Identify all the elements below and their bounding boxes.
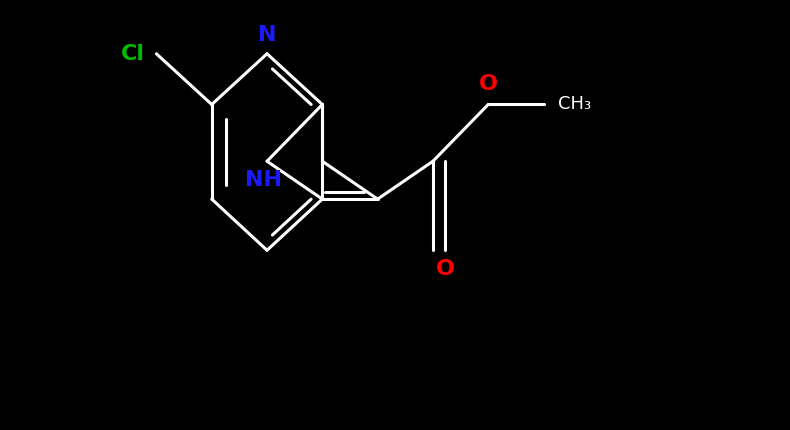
Text: CH₃: CH₃ bbox=[558, 95, 591, 114]
Text: NH: NH bbox=[245, 170, 281, 190]
Text: Cl: Cl bbox=[121, 44, 145, 64]
Text: O: O bbox=[479, 74, 498, 94]
Text: N: N bbox=[258, 25, 276, 45]
Text: O: O bbox=[436, 259, 455, 279]
